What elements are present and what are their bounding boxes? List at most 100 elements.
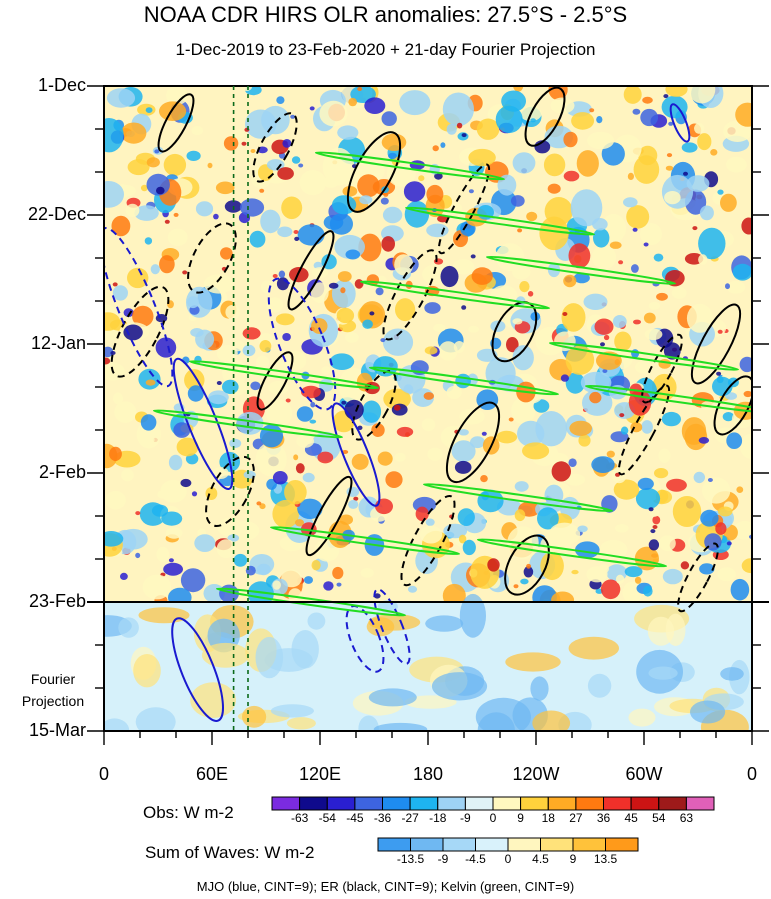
obs-anomaly-cell [644,328,663,340]
obs-anomaly-cell [424,346,438,355]
obs-anomaly-cell [623,86,642,104]
mjo-wave-contour [669,103,691,143]
obs-anomaly-cell [634,576,642,584]
obs-anomaly-cell [135,511,141,516]
obs-anomaly-cell [165,527,183,539]
obs-anomaly-cell [295,463,305,474]
obs-anomaly-cell [442,92,474,127]
obs-anomaly-cell [145,379,156,386]
obs-anomaly-cell [600,579,621,600]
obs-colorbar-swatch [685,796,715,811]
er-wave-contour [524,86,566,147]
obs-anomaly-cell [207,162,213,169]
obs-anomaly-cell [452,259,475,275]
obs-colorbar-title: Obs: W m-2 [143,803,234,822]
obs-colorbar-swatch [354,796,383,811]
obs-anomaly-cell [216,539,236,559]
kelvin-wave-contour [269,526,461,556]
obs-anomaly-cell [140,184,148,192]
obs-anomaly-cell [296,406,314,422]
obs-anomaly-cell [511,397,536,425]
obs-anomaly-cell [563,274,577,288]
obs-anomaly-cell [442,583,466,603]
obs-anomaly-cell [250,149,256,153]
obs-colorbar-swatch [492,796,522,811]
obs-anomaly-cell [615,524,629,533]
obs-anomaly-cell [151,504,169,517]
obs-anomaly-cell [578,434,591,447]
obs-anomaly-cell [594,318,614,335]
obs-anomaly-cell [161,511,183,526]
wave-contour-group [104,86,752,722]
obs-colorbar-swatch [575,796,605,811]
obs-anomaly-cell [587,131,615,150]
waves-colorbar-label: -4.5 [465,852,486,866]
obs-anomaly-cell [195,201,214,217]
obs-anomaly-cell [730,578,750,601]
obs-colorbar-swatch [630,796,660,811]
obs-anomaly-cell [182,270,188,275]
obs-anomaly-cell [561,303,586,332]
obs-anomaly-cell [381,133,407,151]
wave-contours [104,86,752,722]
projection-anomaly-cell [690,700,726,724]
obs-anomaly-cell [698,254,708,265]
obs-anomaly-cell [191,491,198,497]
obs-anomaly-cell [527,291,534,297]
obs-anomaly-cell [259,503,266,510]
obs-anomaly-cell [453,341,465,353]
obs-anomaly-cell [530,118,536,123]
er-wave-contour [346,131,402,213]
x-tick-label: 120E [298,764,342,784]
obs-anomaly-cell [736,486,744,494]
projection-anomaly-cell [568,636,619,660]
obs-anomaly-cell [662,568,683,585]
obs-anomaly-cell [277,226,293,238]
obs-anomaly-cell [168,587,192,603]
er-wave-contour [617,384,671,476]
obs-anomaly-cell [548,522,581,546]
obs-anomaly-cell [658,448,671,463]
obs-anomaly-cell [681,142,698,153]
obs-anomaly-cell [615,472,620,477]
obs-anomaly-cell [710,149,718,156]
obs-anomaly-cell [632,227,638,232]
obs-anomaly-cell [635,360,653,374]
obs-anomaly-cell [156,546,170,563]
obs-anomaly-cell [348,499,359,509]
obs-anomaly-cell [571,569,579,575]
obs-anomaly-cell [661,411,682,427]
obs-anomaly-cell [468,325,480,333]
obs-anomaly-cell [216,381,222,385]
obs-anomaly-cell [281,196,303,220]
obs-anomaly-cell [565,473,586,486]
obs-anomaly-cell [458,429,469,436]
waves-colorbar-label: 13.5 [593,852,618,866]
obs-anomaly-cell [359,195,373,205]
obs-anomaly-cell [255,355,270,370]
obs-anomaly-cell [168,558,174,563]
obs-anomaly-cell [104,327,119,341]
er-wave-contour [445,401,501,484]
obs-anomaly-cell [272,274,278,278]
projection-anomaly-cell [628,708,656,727]
obs-anomaly-cell [190,328,204,337]
obs-anomaly-cell [373,356,398,377]
waves-colorbar-label: 4.5 [532,852,549,866]
obs-anomaly-cell [451,440,476,463]
obs-anomaly-cell [433,323,446,332]
waves-colorbar-title: Sum of Waves: W m-2 [145,843,315,862]
obs-anomaly-cell [317,451,334,464]
obs-colorbar-swatch [547,796,577,811]
obs-anomaly-cell [298,163,304,168]
obs-anomaly-cell [239,198,265,217]
obs-anomaly-cell [341,400,347,405]
obs-anomaly-cell [573,272,590,284]
obs-anomaly-cell [470,436,485,449]
obs-anomaly-cell [468,189,474,194]
obs-anomaly-cell [468,148,496,167]
obs-anomaly-cell [532,585,557,603]
obs-anomaly-cell [381,236,396,252]
obs-anomaly-cell [540,551,564,581]
x-tick-label: 180 [412,764,444,784]
